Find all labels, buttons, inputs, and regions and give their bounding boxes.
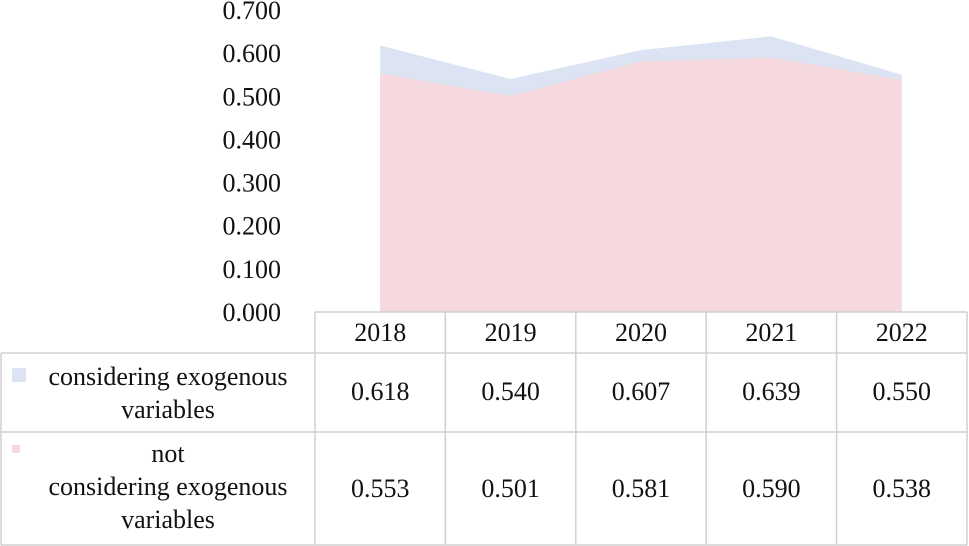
- area-layer: [380, 36, 902, 313]
- row-label: considering exogenous: [48, 472, 287, 501]
- y-tick-label: 0.100: [223, 255, 282, 284]
- x-tick-label: 2022: [876, 318, 928, 347]
- y-tick-label: 0.300: [223, 169, 282, 198]
- row-label: considering exogenous: [48, 362, 287, 391]
- y-tick-label: 0.200: [223, 212, 282, 241]
- x-tick-label: 2021: [745, 318, 797, 347]
- row-label: not: [151, 439, 185, 468]
- data-label: 0.553: [351, 474, 410, 503]
- y-tick-label: 0.500: [223, 82, 282, 111]
- data-label: 0.538: [873, 474, 932, 503]
- y-tick-label: 0.000: [223, 298, 282, 327]
- data-label: 0.501: [481, 474, 540, 503]
- x-tick-label: 2020: [615, 318, 667, 347]
- y-axis: 0.000 0.100 0.200 0.300 0.400 0.500 0.600 0.700: [223, 0, 282, 327]
- data-label: 0.550: [873, 377, 932, 406]
- row-label: variables: [121, 395, 215, 424]
- x-tick-label: 2019: [485, 318, 537, 347]
- data-label: 0.590: [742, 474, 801, 503]
- data-label: 0.618: [351, 377, 410, 406]
- data-label: 0.607: [612, 377, 671, 406]
- legend-swatch: [12, 445, 20, 453]
- row-label: variables: [121, 505, 215, 534]
- legend-swatch: [12, 368, 26, 382]
- y-tick-label: 0.600: [223, 39, 282, 68]
- x-tick-label: 2018: [354, 318, 406, 347]
- data-label: 0.540: [481, 377, 540, 406]
- y-tick-label: 0.400: [223, 125, 282, 154]
- y-tick-label: 0.700: [223, 0, 282, 25]
- data-table: 2018 2019 2020 2021 2022 considering exogenou…: [0, 311, 968, 546]
- data-label: 0.639: [742, 377, 801, 406]
- data-label: 0.581: [612, 474, 671, 503]
- area-series-1: [380, 57, 902, 313]
